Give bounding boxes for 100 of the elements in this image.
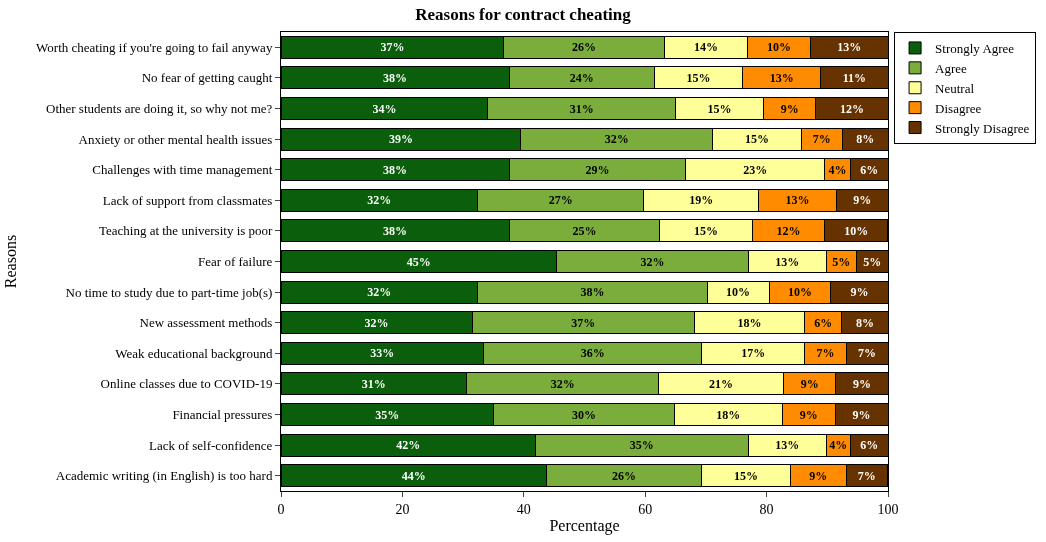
y-tick-label: Anxiety or other mental health issues [78, 131, 273, 147]
data-label: 32% [640, 254, 665, 269]
data-label: 15% [733, 468, 758, 483]
data-label: 32% [364, 315, 389, 330]
data-label: 44% [401, 468, 426, 483]
data-label: 13% [775, 254, 800, 269]
data-label: 5% [832, 254, 851, 269]
data-label: 45% [406, 254, 431, 269]
x-tick-label: 20 [395, 501, 410, 517]
x-tick-label: 100 [877, 501, 899, 517]
y-tick-label: Fear of failure [198, 254, 273, 270]
data-label: 5% [863, 254, 882, 269]
data-label: 12% [839, 101, 864, 116]
data-label: 14% [693, 40, 718, 55]
data-label: 38% [580, 285, 605, 300]
data-label: 17% [741, 346, 766, 361]
data-label: 35% [629, 438, 654, 453]
data-label: 6% [860, 162, 879, 177]
data-label: 38% [383, 70, 408, 85]
data-label: 19% [689, 193, 714, 208]
data-label: 7% [816, 346, 835, 361]
data-label: 9% [852, 376, 871, 391]
y-tick-label: Lack of support from classmates [102, 192, 273, 208]
data-label: 26% [611, 468, 636, 483]
y-tick-label: Lack of self-confidence [148, 437, 273, 453]
y-tick-label: Financial pressures [172, 407, 273, 423]
data-label: 9% [809, 468, 828, 483]
data-label: 13% [785, 193, 810, 208]
y-tick-label: Teaching at the university is poor [98, 223, 274, 239]
data-label: 30% [571, 407, 596, 422]
data-label: 18% [737, 315, 762, 330]
y-axis-title: Reasons [1, 234, 19, 289]
x-axis-title: Percentage [549, 517, 620, 536]
data-label: 8% [856, 132, 875, 147]
data-label: 37% [571, 315, 596, 330]
data-label: 32% [367, 285, 392, 300]
data-label: 32% [604, 132, 629, 147]
y-tick-label: New assessment methods [139, 315, 273, 331]
data-label: 9% [852, 407, 871, 422]
y-tick-label: No time to study due to part-time job(s) [65, 284, 273, 300]
data-label: 36% [580, 346, 605, 361]
data-label: 13% [775, 438, 800, 453]
data-label: 31% [361, 376, 386, 391]
data-label: 21% [709, 376, 734, 391]
data-label: 7% [812, 132, 831, 147]
legend-label: Strongly Disagree [935, 120, 1030, 136]
legend-label: Agree [935, 60, 968, 76]
y-tick-label: Weak educational background [115, 345, 273, 361]
data-label: 6% [860, 438, 879, 453]
y-tick-label: Challenges with time management [92, 162, 273, 178]
data-label: 7% [858, 346, 877, 361]
y-tick-label: No fear of getting caught [141, 70, 273, 86]
data-label: 15% [744, 132, 769, 147]
y-tick-label: Online classes due to COVID-19 [100, 376, 273, 392]
data-label: 9% [800, 376, 819, 391]
data-label: 10% [726, 285, 751, 300]
data-label: 10% [767, 40, 792, 55]
data-label: 10% [787, 285, 812, 300]
data-label: 34% [372, 101, 397, 116]
data-label: 38% [383, 162, 408, 177]
data-label: 4% [829, 438, 848, 453]
data-label: 6% [814, 315, 833, 330]
data-label: 18% [716, 407, 741, 422]
x-tick-label: 40 [516, 501, 531, 517]
data-label: 15% [693, 223, 718, 238]
data-label: 26% [571, 40, 596, 55]
x-tick-label: 60 [638, 501, 653, 517]
y-tick-label: Other students are doing it, so why not me? [46, 101, 273, 117]
y-tick-label: Worth cheating if you're going to fail anyway [36, 39, 273, 55]
data-label: 25% [572, 223, 597, 238]
x-tick-label: 80 [759, 501, 774, 517]
data-label: 23% [743, 162, 768, 177]
data-label: 15% [686, 70, 711, 85]
data-label: 15% [707, 101, 732, 116]
data-label: 29% [585, 162, 610, 177]
chart-title: Reasons for contract cheating [415, 5, 632, 25]
data-label: 13% [769, 70, 794, 85]
legend-label: Strongly Agree [935, 41, 1015, 57]
data-label: 27% [548, 193, 573, 208]
data-label: 32% [367, 193, 392, 208]
data-label: 7% [857, 468, 876, 483]
data-label: 12% [776, 223, 801, 238]
data-label: 38% [383, 223, 408, 238]
data-label: 13% [837, 40, 862, 55]
data-label: 42% [396, 438, 421, 453]
data-label: 35% [375, 407, 400, 422]
data-label: 9% [780, 101, 799, 116]
data-label: 11% [842, 70, 866, 85]
data-label: 32% [550, 376, 575, 391]
data-label: 9% [853, 193, 872, 208]
legend-label: Disagree [935, 100, 982, 116]
data-label: 10% [844, 223, 869, 238]
data-label: 31% [569, 101, 594, 116]
data-label: 24% [569, 70, 594, 85]
data-label: 9% [799, 407, 818, 422]
data-label: 4% [828, 162, 847, 177]
x-tick-label: 0 [277, 501, 285, 517]
data-label: 9% [850, 285, 869, 300]
legend-label: Neutral [935, 80, 975, 96]
data-label: 39% [388, 132, 413, 147]
